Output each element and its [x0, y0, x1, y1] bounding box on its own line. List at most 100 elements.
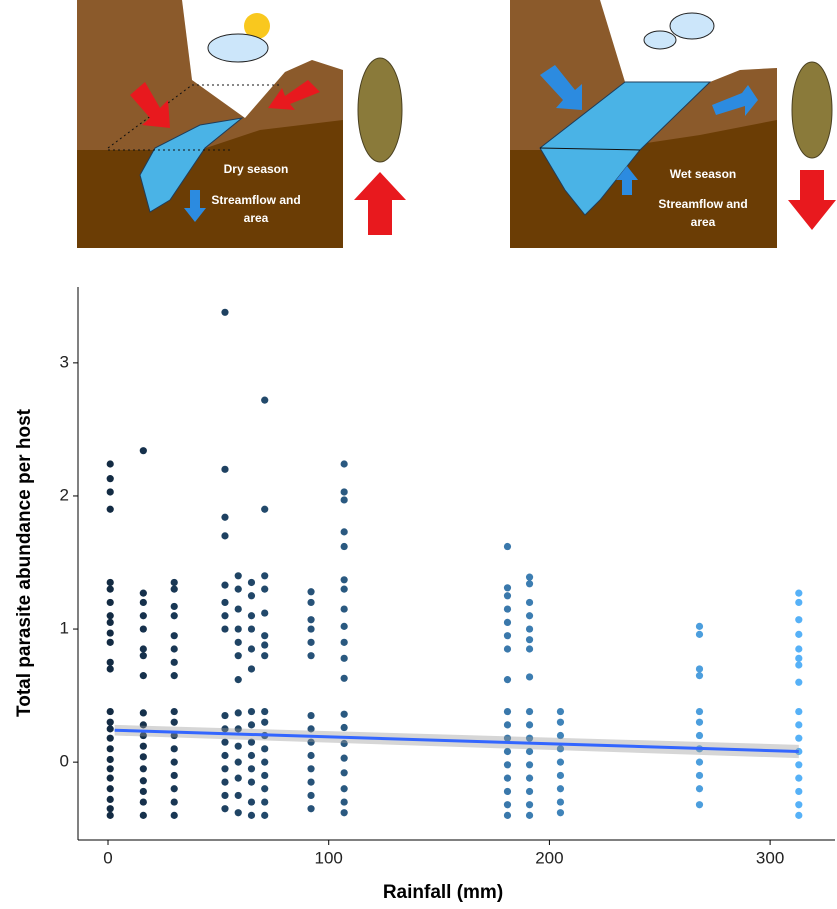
- point: [696, 631, 703, 638]
- point: [795, 655, 802, 662]
- caption: area: [691, 215, 716, 229]
- point: [107, 586, 114, 593]
- point: [504, 775, 511, 782]
- point: [261, 745, 268, 752]
- point: [221, 532, 228, 539]
- point: [140, 743, 147, 750]
- figure: Dry season Streamflow and area Wet seaso…: [0, 0, 837, 909]
- point: [235, 743, 242, 750]
- x-axis-title: Rainfall (mm): [383, 882, 503, 903]
- point: [235, 759, 242, 766]
- point: [221, 466, 228, 473]
- point: [557, 759, 564, 766]
- point: [795, 788, 802, 795]
- point: [140, 812, 147, 819]
- point: [504, 708, 511, 715]
- point: [557, 785, 564, 792]
- y-tick-label: 0: [60, 752, 69, 771]
- point: [341, 798, 348, 805]
- point: [235, 775, 242, 782]
- point: [248, 779, 255, 786]
- point: [696, 708, 703, 715]
- point: [248, 721, 255, 728]
- point: [107, 612, 114, 619]
- point: [235, 792, 242, 799]
- point: [341, 655, 348, 662]
- point: [504, 721, 511, 728]
- point: [248, 645, 255, 652]
- point: [171, 798, 178, 805]
- point: [341, 488, 348, 495]
- point: [307, 652, 314, 659]
- point: [307, 625, 314, 632]
- point: [221, 625, 228, 632]
- point: [140, 788, 147, 795]
- point: [107, 619, 114, 626]
- point: [107, 639, 114, 646]
- point: [107, 659, 114, 666]
- point: [171, 672, 178, 679]
- point: [140, 777, 147, 784]
- point: [795, 661, 802, 668]
- point: [261, 652, 268, 659]
- point: [171, 659, 178, 666]
- point: [235, 639, 242, 646]
- point: [107, 812, 114, 819]
- point: [140, 753, 147, 760]
- point: [171, 708, 178, 715]
- point: [248, 612, 255, 619]
- point: [221, 752, 228, 759]
- point: [107, 805, 114, 812]
- point: [504, 801, 511, 808]
- y-axis-title: Total parasite abundance per host: [14, 408, 35, 717]
- point: [795, 616, 802, 623]
- point: [171, 812, 178, 819]
- point: [107, 579, 114, 586]
- point: [557, 798, 564, 805]
- point: [107, 756, 114, 763]
- point: [261, 506, 268, 513]
- point: [504, 761, 511, 768]
- y-tick-label: 2: [60, 485, 69, 504]
- point: [221, 514, 228, 521]
- point: [140, 765, 147, 772]
- point: [248, 798, 255, 805]
- point: [526, 645, 533, 652]
- point: [107, 708, 114, 715]
- point: [795, 801, 802, 808]
- point: [140, 645, 147, 652]
- point: [171, 785, 178, 792]
- point: [107, 796, 114, 803]
- point: [107, 725, 114, 732]
- point: [504, 676, 511, 683]
- point: [307, 712, 314, 719]
- point: [341, 809, 348, 816]
- dry-panel: Dry season Streamflow and area: [77, 0, 343, 248]
- point: [171, 603, 178, 610]
- point: [235, 586, 242, 593]
- point: [341, 711, 348, 718]
- point: [696, 732, 703, 739]
- point: [526, 636, 533, 643]
- point: [221, 612, 228, 619]
- point: [504, 812, 511, 819]
- point: [526, 612, 533, 619]
- point: [261, 759, 268, 766]
- point: [795, 708, 802, 715]
- point: [557, 708, 564, 715]
- point: [107, 745, 114, 752]
- point: [795, 735, 802, 742]
- point: [140, 709, 147, 716]
- point: [171, 759, 178, 766]
- point: [526, 801, 533, 808]
- point: [140, 599, 147, 606]
- x-tick-label: 0: [103, 848, 112, 867]
- point: [171, 579, 178, 586]
- point: [557, 719, 564, 726]
- point: [261, 719, 268, 726]
- point: [221, 582, 228, 589]
- page: Dry season Streamflow and area Wet seaso…: [0, 0, 837, 909]
- point: [261, 772, 268, 779]
- point: [526, 708, 533, 715]
- point: [221, 779, 228, 786]
